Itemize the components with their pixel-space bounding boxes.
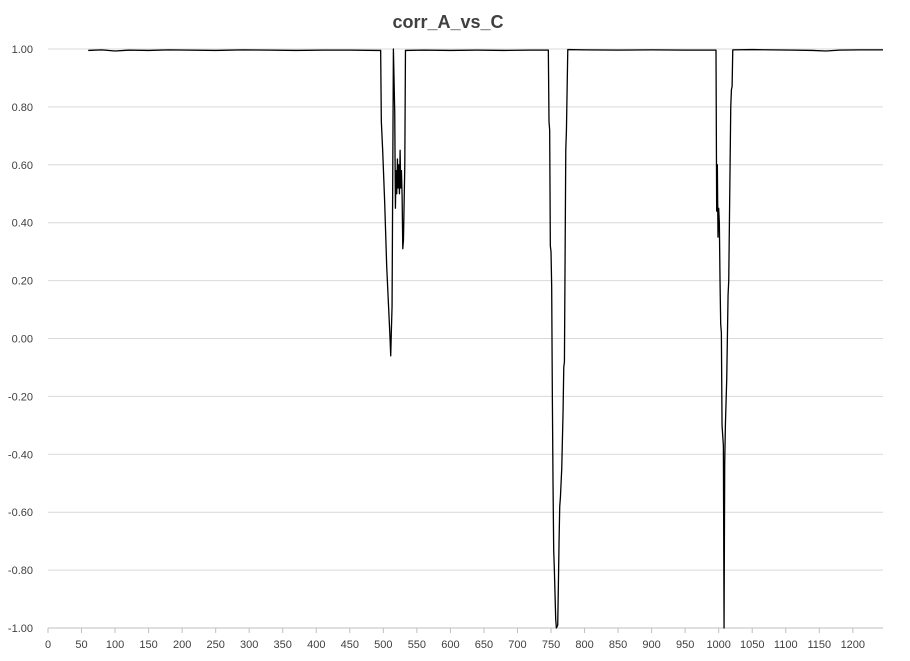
x-tick-label: 450 [341,639,359,651]
x-tick-label: 300 [240,639,258,651]
x-tick-label: 550 [408,639,426,651]
y-tick-label: 0.40 [12,218,33,230]
x-tick-label: 800 [575,639,593,651]
series-line-1 [88,48,883,629]
y-tick-label: 0.80 [12,102,33,114]
x-tick-label: 350 [274,639,292,651]
x-tick-label: 1200 [841,639,865,651]
y-tick-label: 0.00 [12,334,33,346]
x-tick-label: 1000 [706,639,730,651]
x-tick-label: 1150 [807,639,831,651]
y-tick-label: -1.00 [8,623,33,635]
x-tick-label: 1100 [774,639,798,651]
x-tick-label: 750 [542,639,560,651]
x-tick-label: 950 [676,639,694,651]
y-tick-label: -0.20 [8,391,33,403]
y-tick-label: 0.60 [12,160,33,172]
x-tick-label: 200 [173,639,191,651]
y-tick-label: -0.80 [8,565,33,577]
x-tick-label: 1050 [740,639,764,651]
x-tick-label: 0 [45,639,51,651]
y-axis-tick-labels: 1.00 0.80 0.60 0.40 0.20 0.00 -0.20 -0.40 -0.60 -… [8,44,33,635]
x-axis [47,627,883,633]
x-tick-label: 600 [441,639,459,651]
chart-title: corr_A_vs_C [392,12,503,32]
x-tick-label: 650 [475,639,493,651]
x-tick-label: 400 [307,639,325,651]
y-tick-label: -0.40 [8,449,33,461]
plot-area [88,48,883,629]
x-tick-label: 700 [508,639,526,651]
x-axis-tick-labels: 0 50 100 150 200 250 300 350 400 450 500 550 600 650 7… [45,639,865,651]
y-tick-label: -0.60 [8,507,33,519]
x-tick-label: 900 [642,639,660,651]
x-tick-label: 50 [75,639,87,651]
y-tick-label: 1.00 [12,44,33,56]
x-tick-label: 100 [106,639,124,651]
x-tick-label: 250 [206,639,224,651]
y-tick-label: 0.20 [12,276,33,288]
x-tick-label: 850 [609,639,627,651]
gridlines [48,48,883,629]
x-tick-label: 500 [374,639,392,651]
x-tick-label: 150 [139,639,157,651]
